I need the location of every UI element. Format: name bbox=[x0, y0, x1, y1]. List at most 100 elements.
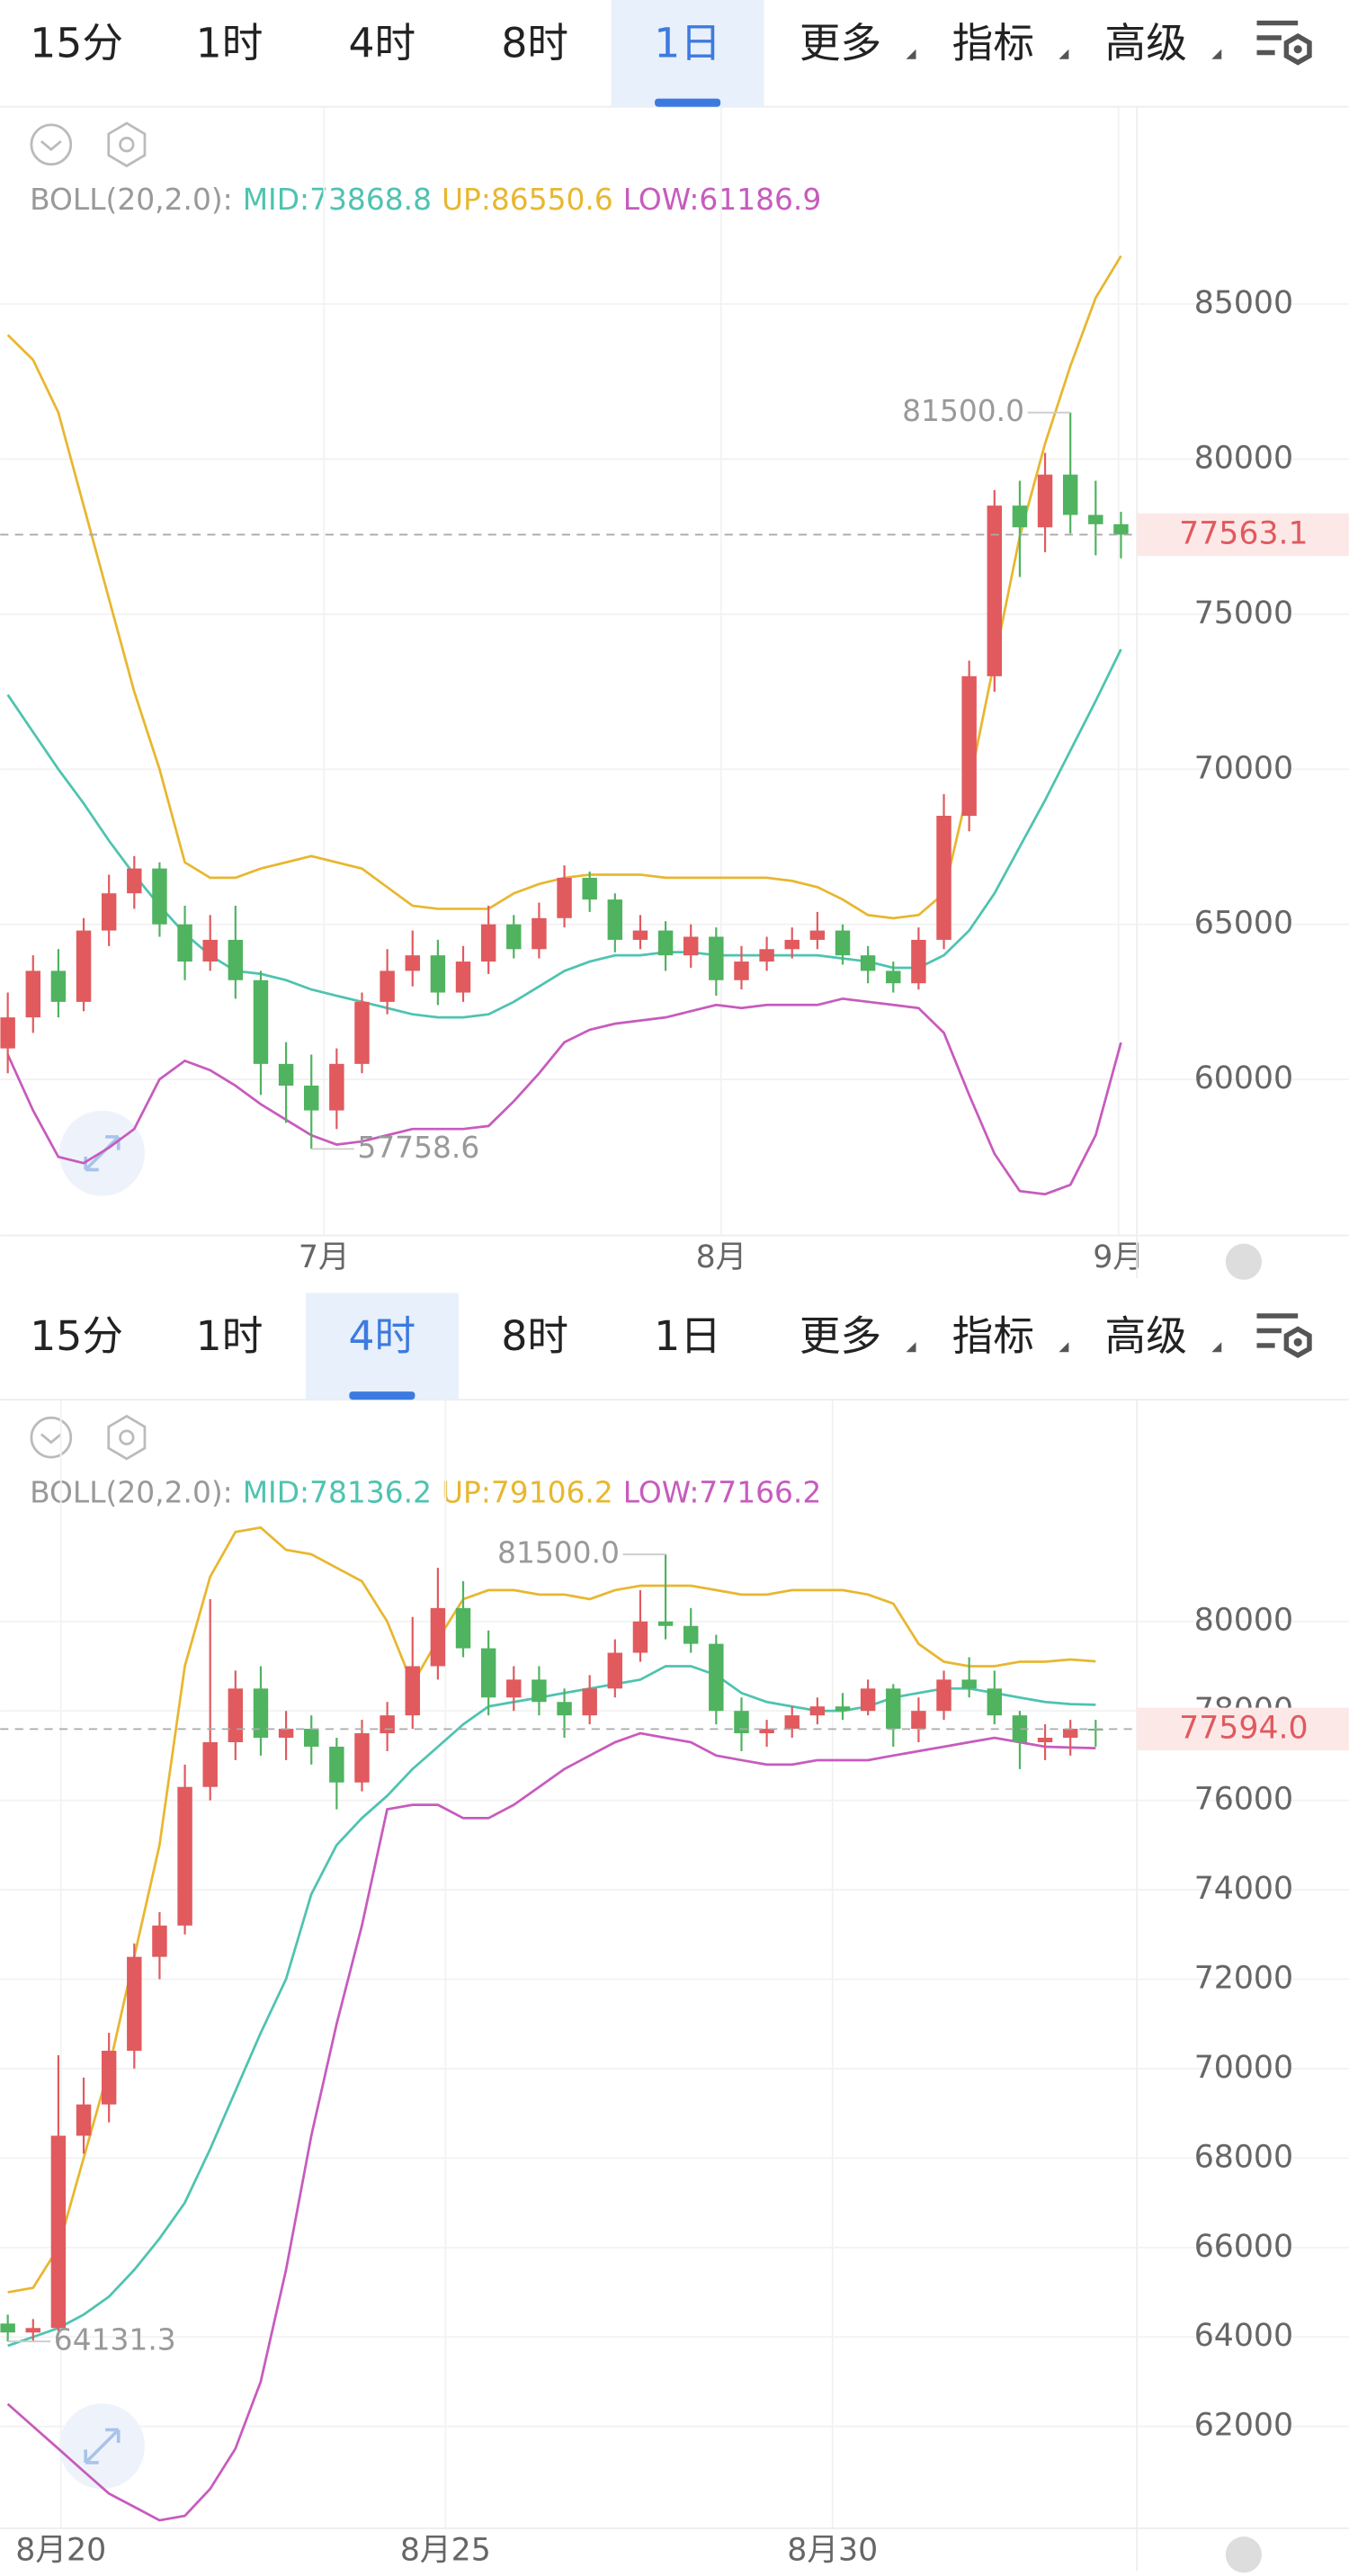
tab[interactable]: 8时 bbox=[501, 1312, 568, 1360]
legend-entry: MID:78136.2 bbox=[243, 1474, 432, 1509]
candle-body bbox=[253, 1688, 269, 1739]
candle-body bbox=[506, 924, 522, 950]
candle-body bbox=[50, 2135, 67, 2329]
candle-body bbox=[480, 1648, 496, 1698]
candle-body bbox=[50, 970, 67, 1002]
settings-hex[interactable] bbox=[107, 121, 147, 168]
dropdown-caret bbox=[1211, 1342, 1222, 1353]
icon-gear-hole bbox=[1293, 45, 1302, 54]
candle-body bbox=[101, 2051, 117, 2105]
candle-body bbox=[0, 2323, 15, 2333]
watermark-arrow bbox=[84, 2428, 121, 2464]
candle-body bbox=[0, 1017, 15, 1049]
tab[interactable]: 指标 bbox=[952, 1312, 1034, 1360]
candle-body bbox=[936, 815, 951, 940]
tab[interactable]: 1日 bbox=[654, 20, 721, 67]
settings-icon[interactable] bbox=[1256, 1313, 1312, 1359]
candle-body bbox=[683, 936, 699, 956]
chart-panel: 15分 1时 4时 8时 1日 更多 指标 高级 BOLL(20,2.0): MID:78136.… bbox=[0, 1292, 1349, 2573]
candle-body bbox=[177, 924, 192, 962]
legend-entry: UP:79106.2 bbox=[442, 1474, 613, 1509]
candle-body bbox=[961, 1679, 977, 1689]
tab[interactable]: 1时 bbox=[196, 20, 264, 67]
y-tick-label: 64000 bbox=[1194, 2318, 1293, 2354]
y-tick-label: 66000 bbox=[1194, 2229, 1293, 2265]
candle-body bbox=[480, 924, 496, 962]
candle-body bbox=[354, 1001, 370, 1064]
candle-body bbox=[1062, 1729, 1078, 1739]
tab[interactable]: 1时 bbox=[196, 1312, 264, 1360]
y-tick-label: 65000 bbox=[1194, 906, 1293, 942]
band-line bbox=[7, 1665, 1096, 2348]
logo bbox=[1225, 2536, 1262, 2573]
tab[interactable]: 8时 bbox=[501, 20, 568, 67]
candle-body bbox=[228, 1688, 244, 1742]
candle-body bbox=[278, 1063, 294, 1086]
candle-body bbox=[759, 949, 774, 962]
candle-body bbox=[1062, 474, 1078, 515]
dropdown-caret bbox=[906, 49, 916, 59]
active-tab-indicator bbox=[655, 98, 721, 107]
settings-hex-hole bbox=[119, 137, 135, 153]
band-line bbox=[6, 997, 1122, 1196]
active-tab-indicator bbox=[349, 1391, 415, 1400]
candle-body bbox=[709, 936, 724, 980]
y-tick-label: 60000 bbox=[1194, 1060, 1293, 1096]
candle-body bbox=[228, 939, 244, 980]
tab[interactable]: 1日 bbox=[654, 1312, 721, 1360]
candle-body bbox=[202, 939, 218, 962]
candle-body bbox=[734, 1711, 749, 1734]
y-tick-label: 70000 bbox=[1194, 2050, 1293, 2086]
legend-entry: LOW:61186.9 bbox=[623, 181, 822, 216]
y-tick-label: 80000 bbox=[1194, 440, 1293, 476]
tab[interactable]: 高级 bbox=[1105, 1312, 1187, 1360]
settings-hex[interactable] bbox=[107, 1414, 147, 1461]
tab[interactable]: 15分 bbox=[30, 20, 123, 67]
dropdown-caret bbox=[1211, 49, 1222, 59]
x-tick-label: 8月20 bbox=[15, 2533, 106, 2569]
collapse-icon[interactable] bbox=[30, 1416, 73, 1459]
candle-body bbox=[784, 939, 800, 950]
tab[interactable]: 15分 bbox=[30, 1312, 123, 1360]
tab[interactable]: 指标 bbox=[952, 20, 1034, 67]
candle-body bbox=[532, 917, 547, 950]
tab[interactable]: 4时 bbox=[349, 1312, 416, 1360]
y-tick-label: 70000 bbox=[1194, 750, 1293, 786]
candle-body bbox=[683, 1625, 699, 1644]
icon-gear bbox=[1283, 33, 1312, 66]
candle-body bbox=[557, 1702, 572, 1716]
last-price-box bbox=[1137, 1707, 1349, 1751]
y-tick-label: 80000 bbox=[1194, 1603, 1293, 1639]
candle-body bbox=[76, 2104, 92, 2136]
settings-icon[interactable] bbox=[1256, 20, 1312, 66]
y-tick-label: 72000 bbox=[1194, 1960, 1293, 1996]
candle-body bbox=[607, 899, 623, 940]
candle-body bbox=[886, 970, 901, 984]
candle-body bbox=[278, 1729, 294, 1739]
candle-body bbox=[405, 1666, 420, 1716]
candle-body bbox=[253, 979, 269, 1064]
candle-body bbox=[430, 955, 446, 993]
active-tab-bg bbox=[611, 0, 764, 107]
candle-body bbox=[784, 1715, 800, 1730]
collapse-chevron bbox=[40, 1433, 62, 1445]
indicator-legend: BOLL(20,2.0): MID:73868.8 UP:86550.6 LOW:61… bbox=[30, 181, 821, 216]
candle-body bbox=[430, 1607, 446, 1667]
candle-body bbox=[835, 1706, 851, 1712]
collapse-icon[interactable] bbox=[30, 123, 73, 166]
tab[interactable]: 高级 bbox=[1105, 20, 1187, 67]
collapse-chevron bbox=[40, 140, 62, 151]
y-tick-label: 85000 bbox=[1194, 285, 1293, 321]
tab[interactable]: 4时 bbox=[349, 20, 416, 67]
candle-body bbox=[127, 868, 142, 894]
candle-body bbox=[582, 1688, 597, 1716]
candle-body bbox=[860, 1688, 876, 1712]
x-tick-label: 8月 bbox=[696, 1239, 747, 1275]
tab[interactable]: 更多 bbox=[800, 1312, 881, 1360]
last-price-label: 77594.0 bbox=[1179, 1710, 1308, 1746]
candle-body bbox=[911, 1711, 926, 1730]
tab[interactable]: 更多 bbox=[800, 20, 881, 67]
logo bbox=[1225, 1243, 1262, 1280]
